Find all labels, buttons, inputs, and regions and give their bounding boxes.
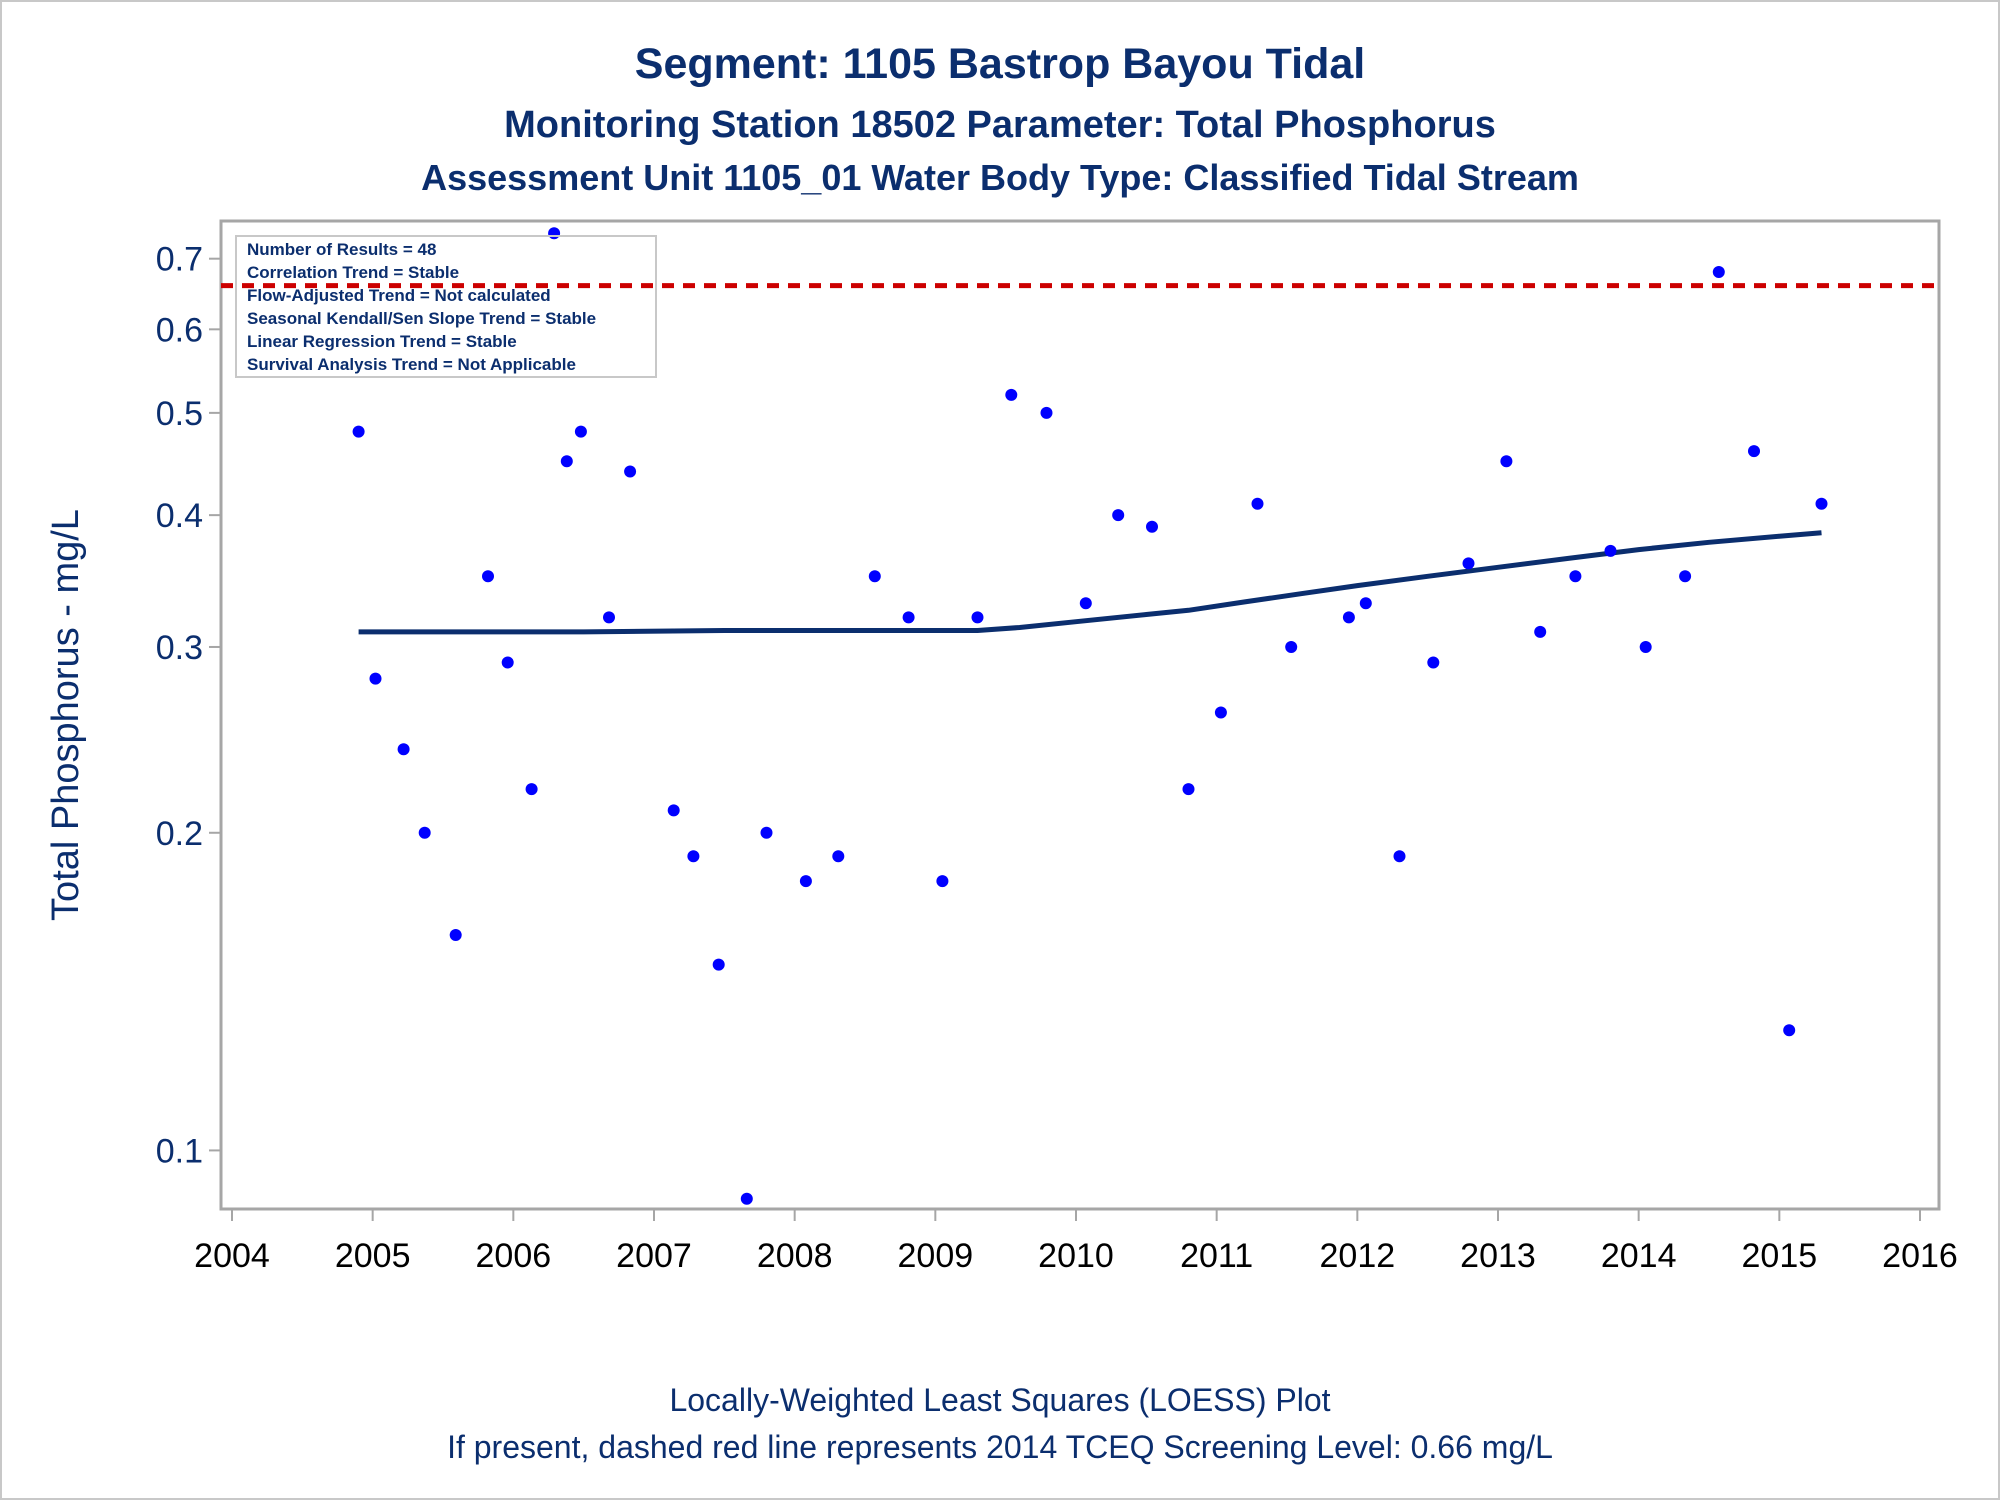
x-tick-label: 2014 — [1601, 1237, 1677, 1275]
y-tick-label: 0.7 — [156, 241, 203, 279]
data-point — [1639, 641, 1652, 653]
x-tick-label: 2006 — [476, 1237, 552, 1275]
data-point — [799, 875, 812, 888]
x-axis: 2004 2005 2006 2007 2008 2009 2010 2011 2012 2013… — [194, 1209, 1958, 1275]
stats-line: Linear Regression Trend = Stable — [247, 332, 517, 351]
y-tick-label: 0.3 — [156, 629, 203, 667]
y-tick-label: 0.5 — [156, 395, 203, 433]
data-point — [352, 425, 365, 438]
data-points — [352, 227, 1828, 1205]
data-point — [971, 611, 984, 624]
y-tick-label: 0.2 — [156, 815, 203, 853]
data-point — [603, 611, 615, 624]
data-point — [449, 929, 462, 941]
chart-subtitle-2: Assessment Unit 1105_01 Water Body Type:… — [421, 157, 1579, 198]
data-point — [712, 958, 725, 971]
data-point — [1783, 1024, 1796, 1037]
stats-line: Flow-Adjusted Trend = Not calculated — [247, 286, 551, 305]
data-point — [1182, 783, 1195, 796]
footer-line-2: If present, dashed red line represents 2… — [447, 1429, 1553, 1465]
data-point — [525, 783, 538, 796]
data-point — [1815, 497, 1828, 510]
x-tick-label: 2011 — [1180, 1237, 1253, 1275]
data-point — [482, 570, 494, 583]
data-point — [740, 1192, 753, 1205]
x-tick-label: 2005 — [335, 1237, 411, 1275]
data-point — [667, 804, 680, 817]
data-point — [1285, 641, 1298, 653]
y-axis-label: Total Phosphorus - mg/L — [45, 509, 87, 921]
data-point — [902, 611, 915, 624]
x-tick-label: 2004 — [194, 1237, 270, 1275]
data-point — [1534, 625, 1547, 638]
data-point — [560, 455, 573, 468]
plot-area — [219, 219, 1941, 1211]
x-tick-label: 2015 — [1742, 1237, 1818, 1275]
data-point — [1500, 455, 1513, 468]
data-point — [687, 850, 700, 863]
chart-title: Segment: 1105 Bastrop Bayou Tidal — [635, 40, 1365, 88]
data-point — [1079, 597, 1092, 610]
data-point — [418, 826, 431, 839]
data-point — [1393, 850, 1406, 863]
data-point — [369, 672, 382, 685]
stats-line: Seasonal Kendall/Sen Slope Trend = Stabl… — [247, 309, 596, 328]
stats-line: Survival Analysis Trend = Not Applicable — [247, 355, 576, 374]
x-tick-label: 2007 — [616, 1237, 692, 1275]
x-tick-label: 2008 — [757, 1237, 833, 1275]
data-point — [1462, 557, 1475, 570]
x-tick-label: 2013 — [1460, 1237, 1536, 1275]
data-point — [1146, 520, 1158, 533]
data-point — [624, 465, 637, 478]
data-point — [1569, 570, 1582, 583]
data-point — [1251, 497, 1264, 510]
data-point — [1679, 570, 1692, 583]
data-point — [1342, 611, 1355, 624]
data-point — [1112, 509, 1125, 522]
data-point — [1040, 406, 1053, 419]
data-point — [868, 570, 881, 583]
data-point — [832, 850, 845, 863]
y-axis: 0.1 0.2 0.3 0.4 0.5 0.6 0.7 — [156, 241, 221, 1170]
y-tick-label: 0.4 — [156, 497, 203, 535]
x-tick-label: 2009 — [898, 1237, 974, 1275]
data-point — [1604, 544, 1617, 557]
data-point — [548, 227, 561, 240]
x-tick-label: 2010 — [1038, 1237, 1114, 1275]
data-point — [936, 875, 949, 888]
data-point — [574, 425, 587, 438]
footer-line-1: Locally-Weighted Least Squares (LOESS) P… — [669, 1382, 1330, 1418]
data-point — [1359, 597, 1372, 610]
data-point — [1005, 388, 1018, 401]
data-point — [1214, 706, 1227, 719]
y-tick-label: 0.1 — [156, 1132, 203, 1170]
data-point — [1427, 656, 1440, 669]
data-point — [760, 826, 773, 839]
x-tick-label: 2016 — [1882, 1237, 1958, 1275]
stats-box: Number of Results = 48 Correlation Trend… — [235, 235, 657, 378]
data-point — [1712, 266, 1725, 278]
loess-curve — [358, 530, 1822, 635]
stats-box-frame — [235, 235, 657, 378]
data-point — [397, 743, 410, 756]
stats-line: Number of Results = 48 — [247, 240, 436, 259]
data-point — [1748, 445, 1760, 458]
data-point — [501, 656, 514, 669]
chart-subtitle: Monitoring Station 18502 Parameter: Tota… — [504, 104, 1496, 146]
y-tick-label: 0.6 — [156, 311, 203, 349]
x-tick-label: 2012 — [1320, 1237, 1396, 1275]
stats-line: Correlation Trend = Stable — [247, 263, 459, 282]
